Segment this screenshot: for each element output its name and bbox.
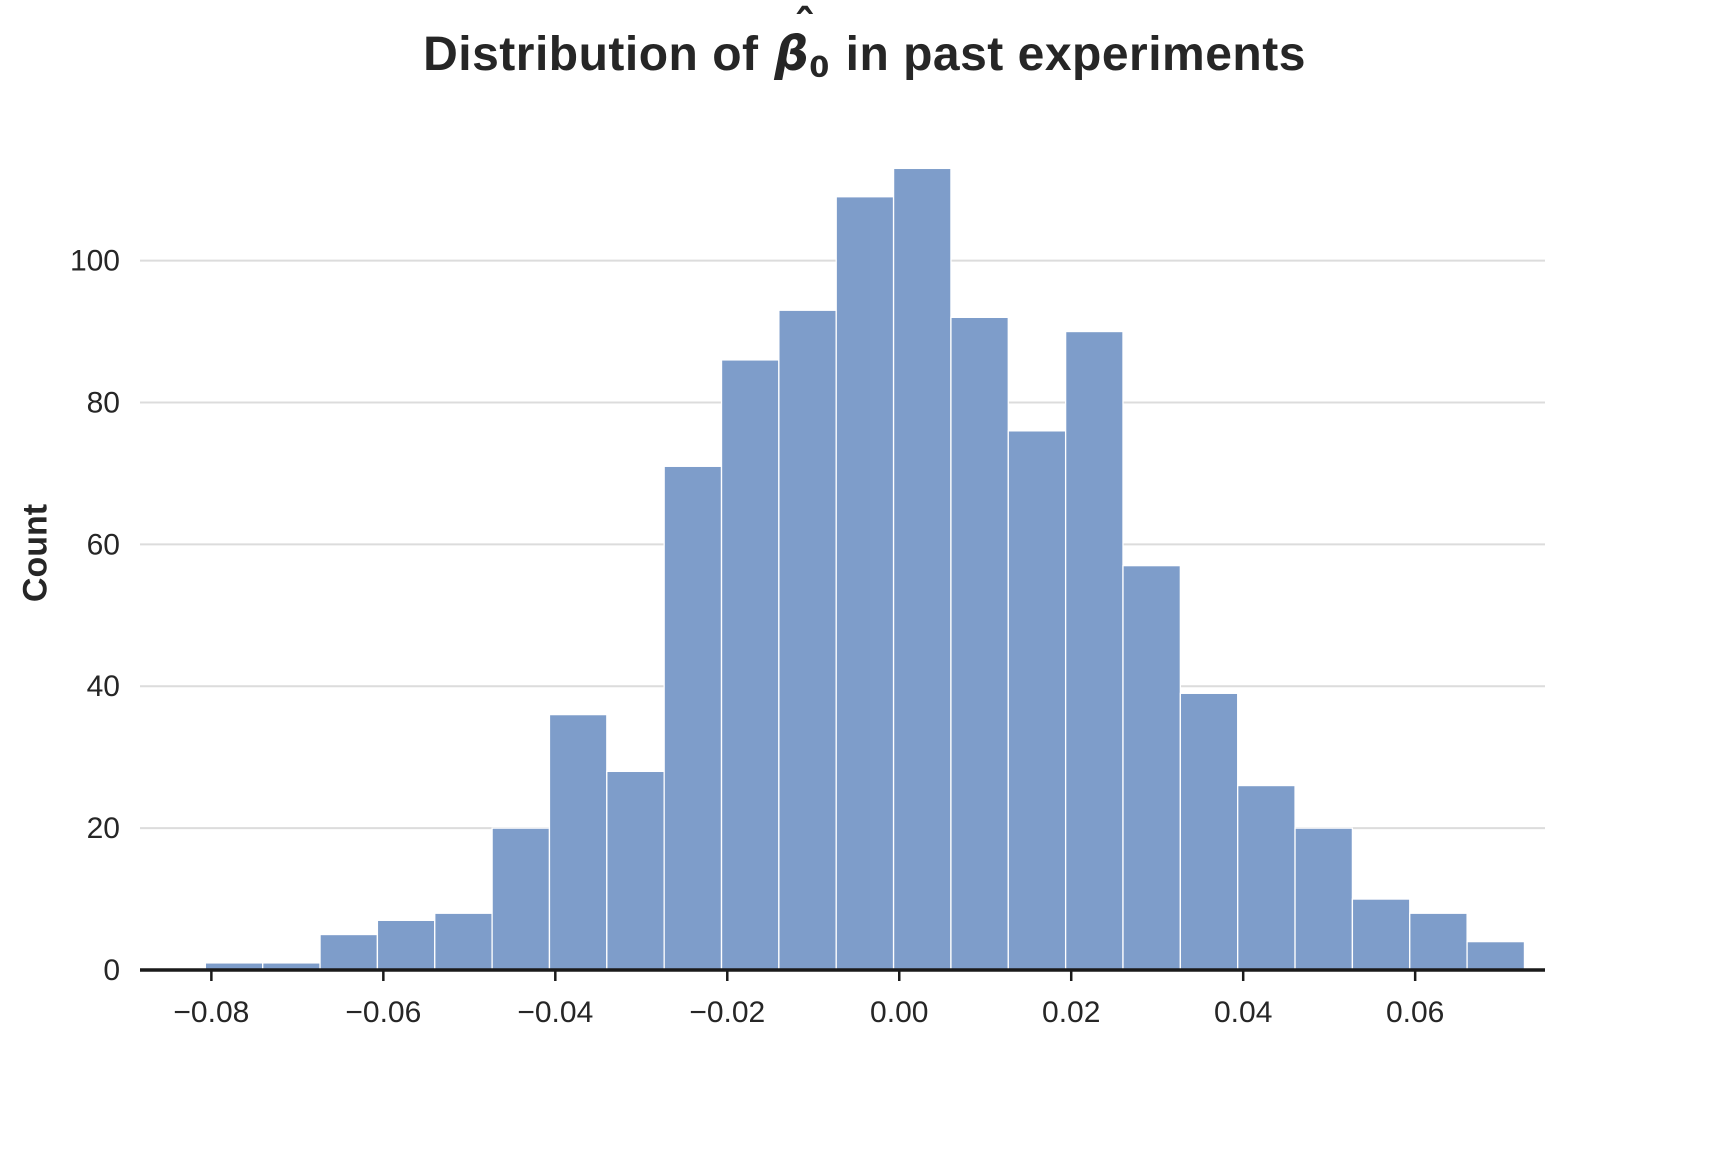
histogram-bar xyxy=(1409,912,1468,971)
histogram-bar xyxy=(376,919,436,971)
histogram-bar xyxy=(1351,898,1411,971)
y-tick-label: 100 xyxy=(70,245,120,278)
x-tick-label: 0.04 xyxy=(1214,996,1272,1029)
chart-title-suffix: in past experiments xyxy=(831,28,1306,81)
histogram-bar xyxy=(778,309,837,971)
y-tick-label: 80 xyxy=(87,386,120,419)
chart-title: Distribution of ˆ β0 in past experiments xyxy=(0,0,1729,85)
y-tick-label: 0 xyxy=(103,954,120,987)
x-tick-label: 0.02 xyxy=(1042,996,1100,1029)
histogram-bar xyxy=(835,196,895,971)
y-tick-label: 20 xyxy=(87,812,120,845)
histogram-bar xyxy=(1007,430,1067,971)
beta-letter: β xyxy=(774,26,810,82)
histogram-bar xyxy=(1064,330,1124,971)
histogram-bar xyxy=(1237,784,1296,971)
histogram-bar xyxy=(950,316,1009,971)
x-tick-label: 0.06 xyxy=(1386,996,1444,1029)
histogram-bar xyxy=(720,359,780,971)
histogram-bar xyxy=(1122,564,1181,971)
histogram-bar xyxy=(548,713,608,971)
histogram-bar xyxy=(1294,827,1354,971)
beta-subscript: 0 xyxy=(809,50,830,85)
histogram-bar xyxy=(1179,692,1239,971)
x-tick-label: −0.08 xyxy=(173,996,249,1029)
histogram-bar xyxy=(319,933,379,971)
histogram-bar xyxy=(1466,940,1526,971)
x-tick-label: −0.06 xyxy=(345,996,421,1029)
x-tick-label: 0.00 xyxy=(870,996,928,1029)
histogram-bar xyxy=(663,465,723,971)
beta-symbol: ˆ β0 xyxy=(772,0,831,85)
x-tick-label: −0.02 xyxy=(689,996,765,1029)
beta-hat-accent: ˆ xyxy=(793,0,817,54)
histogram-bar xyxy=(491,827,551,971)
chart-title-prefix: Distribution of xyxy=(423,28,773,81)
histogram-bar xyxy=(434,912,493,971)
histogram-bar xyxy=(606,770,665,971)
histogram-bar xyxy=(892,167,952,971)
y-tick-label: 60 xyxy=(87,528,120,561)
y-tick-label: 40 xyxy=(87,670,120,703)
x-tick-label: −0.04 xyxy=(517,996,593,1029)
